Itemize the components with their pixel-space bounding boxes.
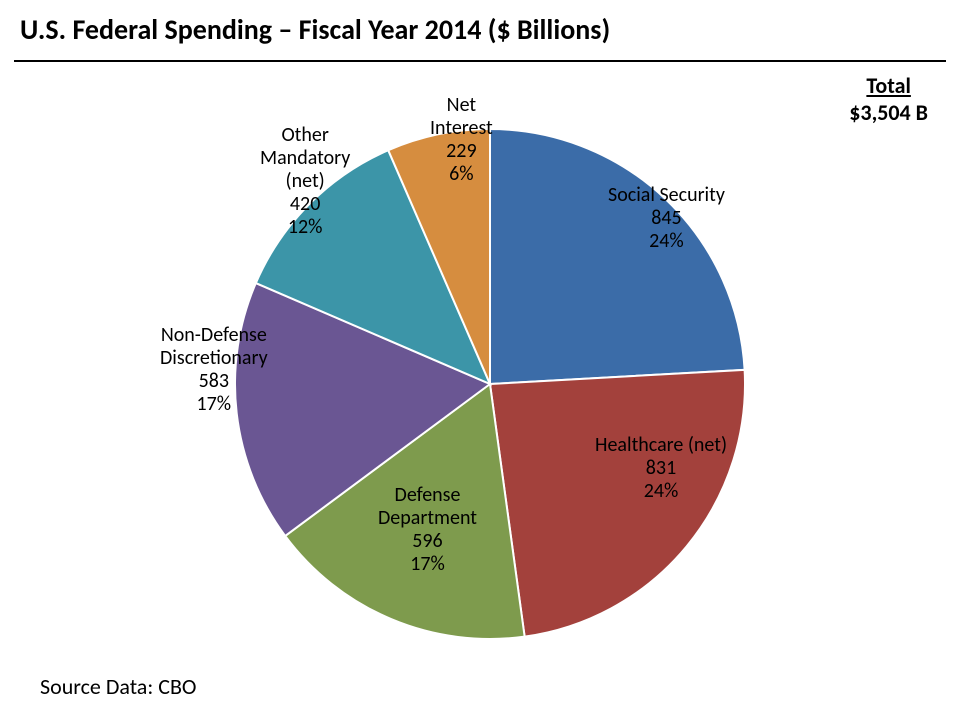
slice-label: Social Security84524% <box>608 184 725 253</box>
pie-slice <box>490 129 745 384</box>
chart-title: U.S. Federal Spending – Fiscal Year 2014… <box>20 12 610 47</box>
title-divider <box>14 60 946 62</box>
slice-label: OtherMandatory(net)42012% <box>260 124 350 239</box>
slice-label: NetInterest2296% <box>430 94 493 186</box>
slice-label: DefenseDepartment59617% <box>378 484 477 576</box>
slice-label: Healthcare (net)83124% <box>595 434 727 503</box>
pie-chart: Social Security84524% Healthcare (net)831… <box>0 64 960 674</box>
pie-slice <box>490 370 745 637</box>
source-text: Source Data: CBO <box>40 673 196 700</box>
slice-label: Non-DefenseDiscretionary58317% <box>160 324 268 416</box>
